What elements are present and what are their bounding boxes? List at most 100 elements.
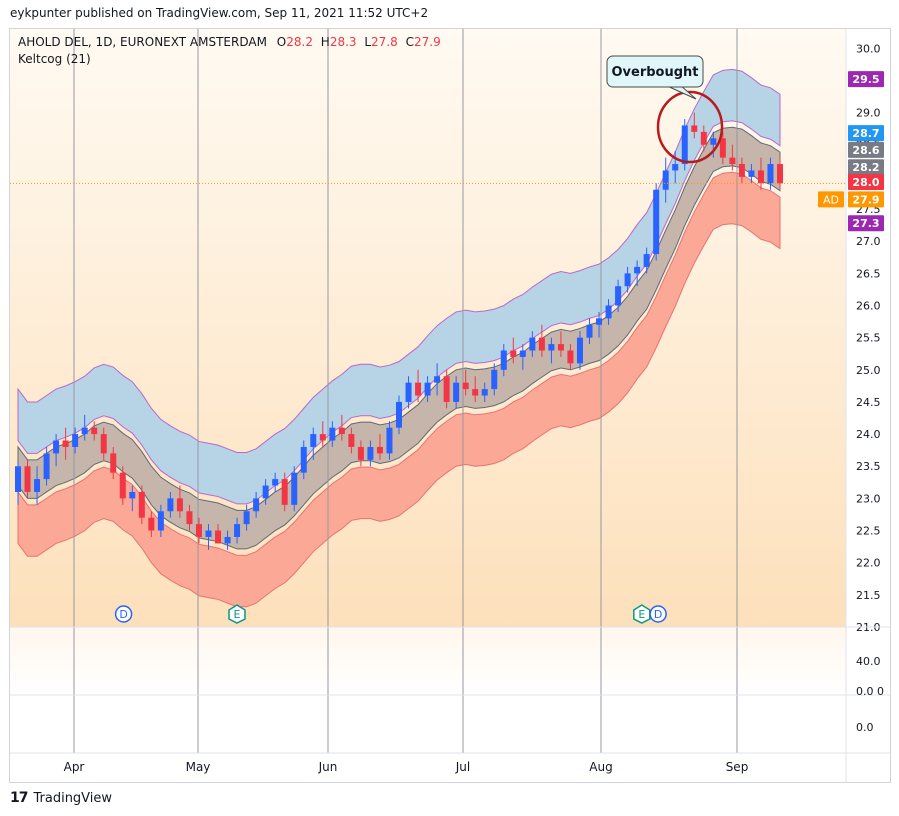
candle <box>291 466 298 512</box>
candle-body <box>243 511 250 525</box>
y-tick: 25.0 <box>856 364 881 377</box>
price-tag-bg <box>848 125 884 142</box>
event-marker-e[interactable]: E <box>633 604 651 624</box>
x-tick-may: May <box>186 760 211 774</box>
candle-body <box>186 511 193 525</box>
price-tag-bg <box>848 215 884 232</box>
candle <box>729 144 736 171</box>
price-tag-bg <box>848 71 884 88</box>
candle-body <box>329 427 336 441</box>
candle-body <box>310 434 317 447</box>
x-tick-sep: Sep <box>726 760 749 774</box>
candle-body <box>176 498 183 512</box>
tradingview-mark-icon: 17 <box>10 790 29 806</box>
earnings-marker-icon <box>633 604 651 624</box>
candle-body <box>777 164 783 184</box>
candle-body <box>767 164 774 184</box>
candle-body <box>376 446 383 454</box>
candle <box>424 376 431 402</box>
candle-body <box>710 138 717 145</box>
candle-body <box>148 517 155 531</box>
candle <box>462 369 469 396</box>
candle <box>43 446 50 486</box>
candle <box>500 344 507 377</box>
candle-body <box>195 524 202 537</box>
candle-body <box>100 434 107 454</box>
candle <box>34 466 41 505</box>
price-tag: 29.5 <box>848 71 884 88</box>
y-tick: 24.0 <box>856 428 881 441</box>
time-axis[interactable]: Apr May Jun Jul Aug Sep <box>64 760 749 774</box>
middle-band <box>17 126 781 550</box>
lower-pane-bg <box>10 627 846 695</box>
candle-body <box>691 125 698 132</box>
candle <box>119 466 126 505</box>
candle-body <box>62 440 69 447</box>
candle-body <box>34 479 41 492</box>
candle <box>653 183 660 261</box>
candle-body <box>653 189 660 255</box>
candle-body <box>462 382 469 390</box>
candle-body <box>472 389 479 396</box>
candle <box>100 427 107 460</box>
candle-body <box>453 382 460 402</box>
candle <box>576 331 583 370</box>
candle <box>329 421 336 447</box>
candle <box>195 517 202 544</box>
candle-body <box>405 382 412 402</box>
candle <box>615 279 622 312</box>
candle <box>310 427 317 460</box>
candle-body <box>605 305 612 319</box>
candle-body <box>367 446 374 460</box>
candle-body <box>319 434 326 441</box>
candle <box>672 151 679 184</box>
candle-body <box>234 524 241 537</box>
candle-body <box>43 453 50 480</box>
candle-body <box>491 369 498 390</box>
candle <box>453 376 460 409</box>
candle <box>224 530 231 550</box>
y-tick: 22.0 <box>856 557 881 570</box>
candle-body <box>681 125 688 165</box>
candle <box>24 459 31 499</box>
overbought-annotation: Overbought <box>606 55 724 164</box>
candle <box>491 363 498 396</box>
candle-body <box>262 485 269 499</box>
candle-body <box>167 498 174 512</box>
tradingview-logo: 17 TradingView <box>10 790 112 806</box>
candle-body <box>567 350 574 364</box>
candle-body <box>424 382 431 396</box>
price-tag-label: 27.3 <box>852 217 879 230</box>
candle <box>53 434 60 467</box>
y-tick: 22.5 <box>856 525 881 538</box>
pane2-tick-0: 0.0 0 <box>856 685 884 698</box>
event-marker-d[interactable]: D <box>114 605 133 623</box>
candle <box>519 344 526 370</box>
candle-body <box>396 401 402 428</box>
candle-body <box>748 170 755 177</box>
event-marker-e[interactable]: E <box>228 604 246 624</box>
event-marker-d[interactable]: D <box>649 605 667 623</box>
candle-body <box>415 382 422 396</box>
candle <box>634 260 641 287</box>
candle <box>72 427 79 454</box>
candle <box>443 369 450 409</box>
symbol-tag-label: AD <box>823 193 839 206</box>
candle-body <box>224 536 231 544</box>
candle-body <box>15 466 21 492</box>
candle-body <box>434 376 441 383</box>
price-tag: 28.7 <box>848 125 884 142</box>
candle-body <box>557 344 564 351</box>
legend: AHOLD DEL, 1D, EURONEXT AMSTERDAM O28.2 … <box>18 35 441 66</box>
candle <box>700 125 707 152</box>
candle-body <box>700 131 707 145</box>
candle <box>643 247 650 274</box>
event-marker-label: E <box>234 608 241 621</box>
price-tag-bg <box>848 174 884 191</box>
candle-body <box>719 138 726 158</box>
candle <box>596 311 603 338</box>
earnings-marker-icon <box>228 604 246 624</box>
